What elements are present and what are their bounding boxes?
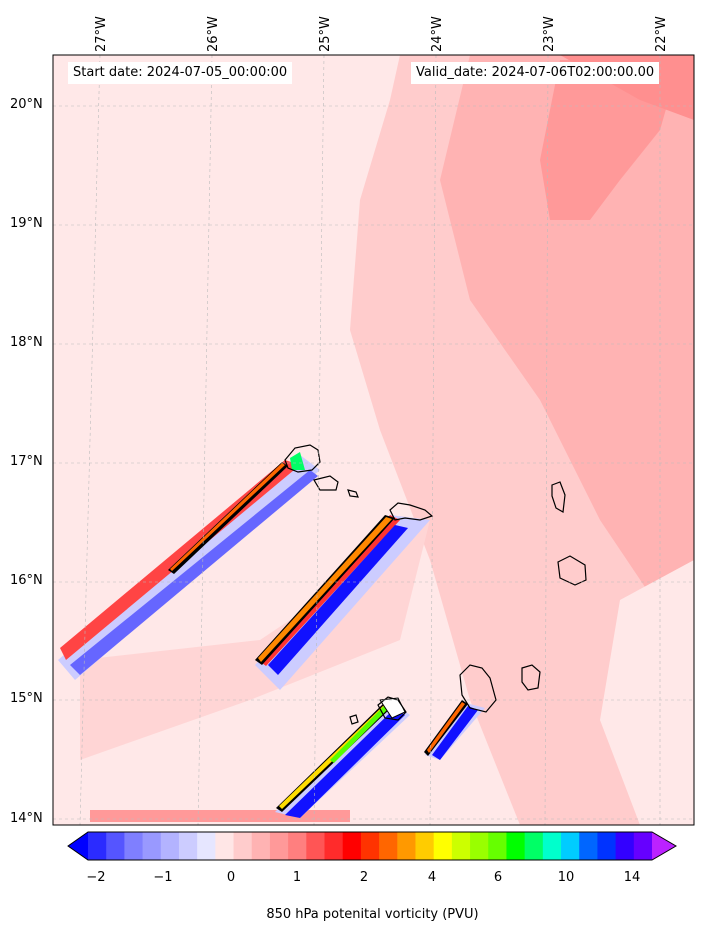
colorbar-tick: 1 [292, 870, 302, 885]
lat-label: 14°N [10, 811, 43, 826]
colorbar-swatch [306, 832, 326, 860]
colorbar-swatch [215, 832, 235, 860]
colorbar-tick: −2 [86, 870, 106, 885]
lon-label: 27°W [94, 16, 109, 52]
colorbar-swatch [542, 832, 562, 860]
colorbar-swatch [251, 832, 271, 860]
colorbar-swatch [397, 832, 416, 860]
colorbar-swatch [488, 832, 507, 860]
colorbar-swatch [615, 832, 635, 860]
graticule [53, 54, 694, 826]
colorbar-swatch [233, 832, 253, 860]
colorbar-tick: 0 [226, 870, 236, 885]
colorbar-extend-low [68, 832, 88, 860]
colorbar-swatch [524, 832, 544, 860]
valid-date-label: Valid_date: 2024-07-06T02:00:00.00 [411, 62, 660, 84]
pv-streak-4 [424, 700, 485, 760]
lat-label: 15°N [10, 691, 43, 706]
colorbar-tick: 4 [427, 870, 437, 885]
pv-streak-2 [255, 515, 430, 690]
colorbar-swatch [379, 832, 398, 860]
map-frame [52, 54, 695, 826]
colorbar-swatch [470, 832, 489, 860]
lat-label: 17°N [10, 454, 43, 469]
colorbar-swatch [160, 832, 180, 860]
pv-streak-1 [58, 452, 320, 680]
colorbar-swatch [342, 832, 362, 860]
colorbar-swatch [415, 832, 435, 860]
colorbar-tick: −1 [153, 870, 173, 885]
colorbar-swatch [178, 832, 198, 860]
lon-label: 26°W [206, 16, 221, 52]
colorbar-tick: 10 [557, 870, 575, 885]
colorbar-tick: 2 [359, 870, 369, 885]
lat-label: 19°N [10, 216, 43, 231]
colorbar-swatch [269, 832, 289, 860]
colorbar-swatch [106, 832, 125, 860]
colorbar-label: 850 hPa potenital vorticity (PVU) [266, 907, 479, 922]
colorbar-swatch [561, 832, 580, 860]
lon-label: 24°W [430, 16, 445, 52]
map-field [53, 55, 694, 825]
colorbar-swatch [433, 832, 453, 860]
lon-label: 25°W [318, 16, 333, 52]
pv-streak-3 [275, 697, 410, 818]
colorbar-swatch [124, 832, 144, 860]
colorbar-swatch [451, 832, 471, 860]
colorbar-swatch [506, 832, 526, 860]
island-outlines [284, 444, 587, 725]
lon-label: 22°W [654, 16, 669, 52]
colorbar-swatch [324, 832, 344, 860]
colorbar-outline [67, 831, 677, 861]
colorbar [67, 831, 677, 861]
colorbar-swatch [142, 832, 162, 860]
colorbar-tick: 14 [623, 870, 641, 885]
start-date-label: Start date: 2024-07-05_00:00:00 [68, 62, 293, 84]
lat-label: 18°N [10, 335, 43, 350]
colorbar-swatch [288, 832, 307, 860]
colorbar-swatch [360, 832, 380, 860]
colorbar-tick: 6 [493, 870, 503, 885]
colorbar-swatch [597, 832, 617, 860]
lon-label: 23°W [542, 16, 557, 52]
lat-label: 20°N [10, 97, 43, 112]
colorbar-swatch [197, 832, 216, 860]
colorbar-extend-high [652, 832, 676, 860]
colorbar-swatch [633, 832, 653, 860]
colorbar-swatch [88, 832, 107, 860]
colorbar-swatch [579, 832, 598, 860]
lat-label: 16°N [10, 573, 43, 588]
